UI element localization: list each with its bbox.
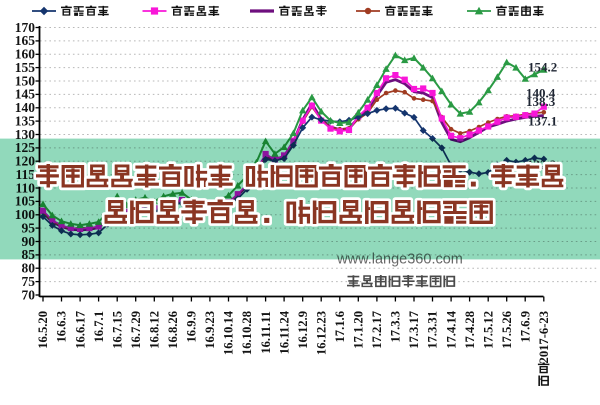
svg-text:170: 170 [15,20,36,35]
svg-text:16.11.24: 16.11.24 [277,310,291,354]
svg-text:16.5.20: 16.5.20 [36,311,50,349]
svg-text:160: 160 [15,47,36,62]
svg-text:2017-6-23: 2017-6-23 [537,311,551,363]
svg-text:17.4.14: 17.4.14 [444,310,458,348]
svg-text:17.2.17: 17.2.17 [370,311,384,349]
svg-text:16.9.9: 16.9.9 [185,311,199,342]
svg-text:17.6.9: 17.6.9 [518,311,532,342]
svg-text:16.10.14: 16.10.14 [222,310,236,355]
svg-text:154.2: 154.2 [528,60,557,75]
svg-text:17.3.17: 17.3.17 [407,311,421,349]
svg-text:17.4.28: 17.4.28 [463,311,477,349]
svg-text:16.7.1: 16.7.1 [92,311,106,342]
svg-text:16.7.29: 16.7.29 [129,311,143,349]
svg-text:140.4: 140.4 [526,86,556,101]
svg-text:140: 140 [15,100,36,115]
svg-text:16.11.11: 16.11.11 [259,311,273,354]
svg-text:16.6.3: 16.6.3 [55,311,69,342]
svg-text:16.7.15: 16.7.15 [110,311,124,349]
svg-text:16.12.23: 16.12.23 [314,311,328,355]
svg-text:145: 145 [15,87,36,102]
svg-text:16.8.12: 16.8.12 [148,311,162,349]
svg-text:16.10.28: 16.10.28 [240,311,254,355]
svg-text:17.5.12: 17.5.12 [481,311,495,349]
svg-text:17.1.6: 17.1.6 [333,311,347,342]
svg-text:165: 165 [15,33,36,48]
svg-text:155: 155 [15,60,36,75]
svg-text:80: 80 [22,261,36,276]
svg-text:75: 75 [22,274,36,289]
svg-text:138.3: 138.3 [526,94,556,109]
svg-text:150: 150 [15,73,36,88]
svg-text:17.5.26: 17.5.26 [500,311,514,349]
svg-text:70: 70 [22,287,36,302]
svg-text:17.3.31: 17.3.31 [426,311,440,349]
svg-text:17.1.20: 17.1.20 [352,311,366,349]
svg-text:16.9.23: 16.9.23 [203,311,217,349]
svg-text:17.3.3: 17.3.3 [389,311,403,342]
svg-text:16.8.26: 16.8.26 [166,311,180,349]
svg-text:16.6.17: 16.6.17 [73,311,87,349]
svg-text:137.1: 137.1 [528,114,557,129]
svg-text:130: 130 [15,127,36,142]
svg-text:16.12.9: 16.12.9 [296,311,310,349]
svg-text:135: 135 [15,113,36,128]
